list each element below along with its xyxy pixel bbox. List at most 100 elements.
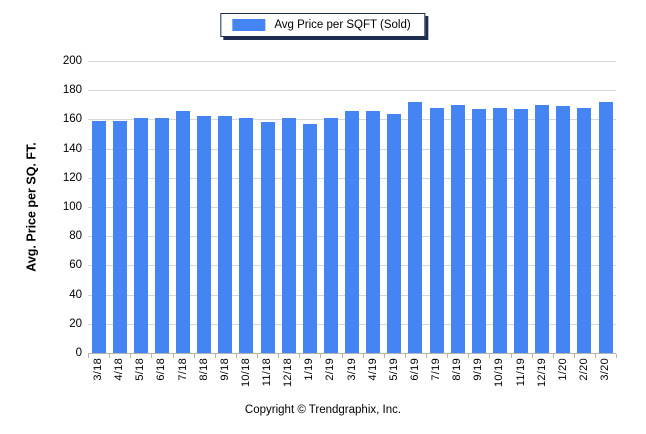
bar bbox=[535, 104, 550, 353]
x-axis-label-slot: 10/18 bbox=[236, 358, 257, 400]
bar bbox=[514, 109, 529, 353]
bar-slot bbox=[342, 61, 364, 358]
bar bbox=[133, 117, 148, 353]
bar-slot bbox=[194, 61, 216, 358]
bar bbox=[281, 117, 296, 353]
x-axis-tick bbox=[299, 354, 301, 358]
y-axis-tick-label: 60 bbox=[69, 259, 82, 272]
x-axis-label-slot: 5/18 bbox=[130, 358, 151, 400]
bar bbox=[239, 117, 254, 353]
x-axis-tick bbox=[214, 354, 216, 358]
bar bbox=[471, 109, 486, 353]
x-axis-tick-label: 11/18 bbox=[261, 358, 274, 387]
x-axis-tick bbox=[552, 354, 554, 358]
x-axis-label-slot: 1/19 bbox=[299, 358, 320, 400]
bar bbox=[91, 120, 106, 353]
y-axis-tick-labels: 0 20 40 60 80 100 120 140 160 180 200 bbox=[44, 55, 82, 359]
x-axis-tick-label: 10/18 bbox=[239, 358, 252, 388]
x-axis-tick-label: 8/18 bbox=[197, 358, 210, 381]
x-axis-tick bbox=[88, 354, 89, 358]
x-axis-tick-label: 7/18 bbox=[176, 358, 189, 381]
y-axis-tick-label: 200 bbox=[62, 55, 82, 67]
x-axis-label-slot: 4/19 bbox=[363, 358, 384, 400]
x-axis-label-slot: 10/19 bbox=[489, 358, 510, 400]
x-axis-tick bbox=[447, 354, 449, 358]
x-axis-tick-label: 4/18 bbox=[113, 358, 126, 381]
bar-slot bbox=[595, 61, 618, 358]
x-axis-tick-label: 3/18 bbox=[92, 358, 105, 381]
x-axis-tick-label: 10/19 bbox=[493, 358, 506, 388]
bar-slot bbox=[574, 61, 596, 358]
legend: Avg Price per SQFT (Sold) bbox=[220, 13, 426, 37]
x-axis-tick bbox=[320, 354, 322, 358]
x-axis-label-slot: 3/19 bbox=[342, 358, 363, 400]
x-axis-tick bbox=[172, 354, 174, 358]
x-axis-tick-label: 5/18 bbox=[134, 358, 147, 381]
x-axis-tick-label: 4/19 bbox=[366, 358, 379, 381]
bar bbox=[408, 101, 423, 353]
legend-swatch-icon bbox=[232, 19, 266, 31]
bar bbox=[302, 123, 317, 353]
x-axis-tick-label: 1/20 bbox=[556, 358, 569, 381]
x-axis-label-slot: 11/19 bbox=[511, 358, 532, 400]
x-axis-tick bbox=[531, 354, 533, 358]
x-axis-label-slot: 3/20 bbox=[595, 358, 616, 400]
bar-slot bbox=[320, 61, 343, 358]
x-axis-tick-label: 5/19 bbox=[387, 358, 400, 381]
x-axis-tick bbox=[383, 354, 385, 358]
bar-slot bbox=[363, 61, 385, 358]
bar bbox=[323, 117, 338, 353]
y-axis-tick-label: 160 bbox=[62, 113, 82, 126]
y-axis-tick-label: 20 bbox=[69, 317, 82, 330]
x-axis-label-slot: 11/18 bbox=[257, 358, 278, 400]
bar-series bbox=[88, 61, 618, 358]
bar-slot bbox=[426, 61, 449, 358]
legend-label: Avg Price per SQFT (Sold) bbox=[274, 19, 411, 31]
bar-slot bbox=[88, 61, 111, 358]
bar-slot bbox=[173, 61, 195, 358]
bar bbox=[366, 110, 381, 353]
x-axis-label-slot: 3/18 bbox=[88, 358, 109, 400]
x-axis-tick bbox=[278, 354, 280, 358]
bar bbox=[176, 110, 191, 353]
x-axis-label-slot: 6/19 bbox=[405, 358, 426, 400]
x-axis-tick bbox=[489, 354, 491, 358]
x-axis-tick-label: 1/19 bbox=[303, 358, 316, 381]
bar bbox=[260, 122, 275, 353]
bar-slot bbox=[405, 61, 427, 358]
bar-slot bbox=[151, 61, 174, 358]
x-axis-tick-label: 12/18 bbox=[282, 358, 295, 388]
x-axis-tick bbox=[151, 354, 153, 358]
x-axis-tick-label: 8/19 bbox=[451, 358, 464, 381]
plot-area bbox=[88, 61, 618, 358]
bar-slot bbox=[215, 61, 237, 358]
x-axis-tick-label: 12/19 bbox=[535, 358, 548, 388]
bar-slot bbox=[257, 61, 280, 358]
bar-slot bbox=[236, 61, 258, 358]
bar bbox=[450, 104, 465, 353]
bar bbox=[154, 117, 169, 353]
y-axis-tick-label: 100 bbox=[62, 201, 82, 213]
x-axis-tick-label: 9/18 bbox=[218, 358, 231, 381]
x-axis-tick bbox=[235, 354, 237, 358]
x-axis-label-slot: 9/19 bbox=[468, 358, 489, 400]
x-axis-label-slot: 5/19 bbox=[384, 358, 405, 400]
x-axis-tick-label: 6/19 bbox=[408, 358, 421, 381]
x-axis-tick bbox=[616, 354, 618, 358]
x-axis-label-slot: 8/19 bbox=[447, 358, 468, 400]
bar bbox=[429, 107, 444, 353]
y-axis-tick-label: 140 bbox=[62, 142, 82, 155]
x-axis-tick bbox=[109, 354, 111, 358]
x-axis-tick-label: 2/20 bbox=[577, 358, 590, 381]
bar-slot bbox=[468, 61, 491, 358]
x-axis-label-slot: 6/18 bbox=[151, 358, 172, 400]
bar-slot bbox=[384, 61, 406, 358]
x-axis-tick-label: 3/20 bbox=[599, 358, 612, 381]
gridline bbox=[88, 61, 616, 62]
bar-slot bbox=[299, 61, 322, 358]
x-axis-tick bbox=[257, 354, 258, 358]
x-axis-tick bbox=[573, 354, 575, 358]
y-axis-tick-label: 120 bbox=[62, 171, 82, 184]
bar-slot bbox=[511, 61, 533, 358]
bar bbox=[556, 106, 571, 353]
